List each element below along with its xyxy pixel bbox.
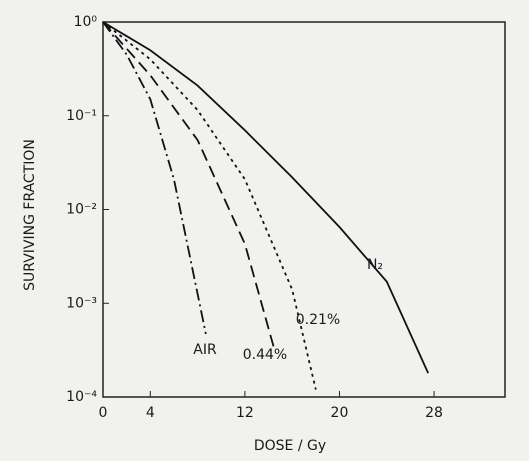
y-tick-label: 10⁻² <box>66 202 97 218</box>
x-tick-label: 28 <box>425 405 443 421</box>
x-axis-label: DOSE / Gy <box>254 438 326 454</box>
series-label: 0.21% <box>296 312 340 328</box>
y-tick-label: 10⁰ <box>74 14 98 30</box>
x-tick-label: 4 <box>146 405 155 421</box>
series-line <box>102 21 317 390</box>
series-line <box>102 21 276 350</box>
y-tick-label: 10⁻³ <box>66 295 97 311</box>
series-line <box>102 21 207 335</box>
series-line <box>102 21 429 374</box>
x-tick-label: 12 <box>236 405 254 421</box>
y-tick-label: 10⁻¹ <box>66 108 97 124</box>
y-axis-label: SURVIVING FRACTION <box>22 139 38 291</box>
series-label: AIR <box>193 342 217 358</box>
x-tick-label: 0 <box>99 405 108 421</box>
y-tick-label: 10⁻⁴ <box>66 389 97 405</box>
series-label: 0.44% <box>243 347 287 363</box>
series-label: N₂ <box>367 257 383 273</box>
x-tick-label: 20 <box>331 405 349 421</box>
